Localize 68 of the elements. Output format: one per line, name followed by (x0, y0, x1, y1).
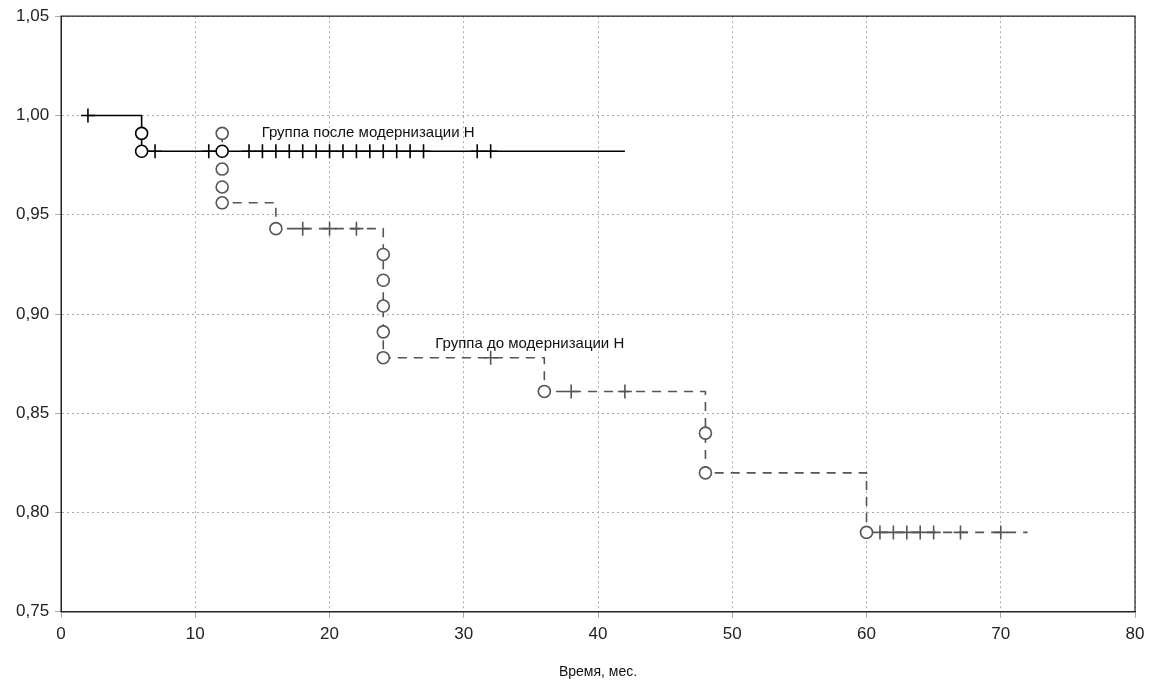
series-label: Группа до модернизации Н (435, 333, 625, 351)
point (537, 384, 552, 399)
x-tick-label: 50 (722, 623, 742, 643)
y-tick-label: 1,05 (15, 5, 50, 25)
point (375, 143, 392, 159)
point (321, 143, 338, 159)
point (376, 299, 391, 313)
point (402, 143, 418, 159)
point (698, 426, 713, 440)
point (482, 143, 499, 159)
x-axis-title: Время, мес. (558, 663, 638, 680)
x-tick-label: 60 (857, 623, 876, 643)
point (254, 143, 271, 159)
point (362, 143, 378, 159)
point (482, 349, 499, 366)
point (321, 220, 338, 237)
y-tick-label: 0,95 (15, 204, 50, 224)
x-tick-label: 0 (56, 623, 66, 643)
point (617, 383, 633, 400)
point (885, 524, 902, 541)
point (215, 144, 229, 158)
point (898, 524, 915, 541)
y-tick-label: 1,00 (15, 105, 50, 125)
point (376, 247, 391, 262)
x-tick-label: 80 (1125, 623, 1145, 643)
point (469, 143, 486, 159)
y-tick-label: 0,90 (15, 303, 50, 323)
point (215, 180, 229, 194)
point (859, 525, 874, 540)
point (348, 143, 365, 159)
series-label: Группа после модернизации Н (261, 123, 475, 141)
point (134, 144, 149, 158)
point (376, 350, 391, 365)
y-tick-label: 0,85 (15, 402, 50, 422)
x-tick-label: 70 (991, 623, 1011, 643)
point (992, 524, 1009, 541)
x-tick-label: 40 (588, 623, 608, 643)
point (294, 220, 311, 237)
point (335, 143, 351, 159)
point (200, 143, 217, 159)
x-tick-label: 20 (320, 623, 340, 643)
point (269, 221, 283, 236)
point (308, 143, 324, 159)
point (147, 143, 163, 159)
point (281, 143, 298, 159)
point (376, 325, 391, 339)
point (388, 143, 405, 159)
point (415, 143, 432, 159)
x-tick-label: 30 (454, 623, 474, 643)
point (698, 466, 713, 480)
point (134, 126, 149, 141)
point (872, 524, 888, 541)
point (925, 524, 942, 541)
point (563, 383, 579, 400)
y-tick-label: 0,75 (15, 601, 50, 621)
point (215, 196, 229, 210)
point (912, 524, 929, 541)
point (241, 143, 257, 159)
x-tick-label: 10 (185, 623, 205, 643)
point (952, 524, 969, 541)
point (215, 162, 229, 176)
point (294, 143, 311, 159)
point (376, 273, 391, 288)
y-tick-label: 0,80 (15, 502, 50, 522)
point (215, 126, 229, 141)
point (268, 143, 284, 159)
point (80, 107, 96, 124)
point (348, 220, 365, 237)
